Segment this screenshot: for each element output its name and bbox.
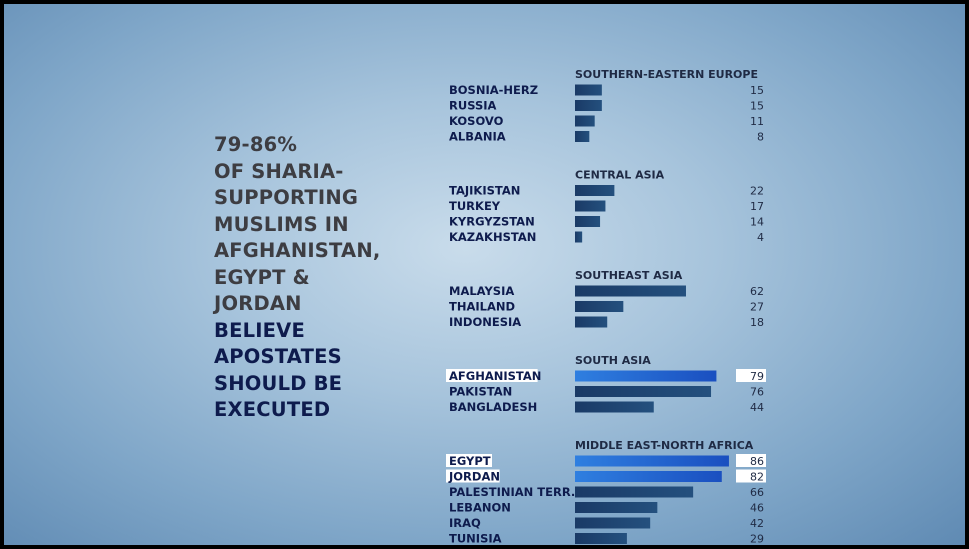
value-label: 62: [750, 285, 764, 298]
value-label: 8: [757, 131, 764, 144]
value-label: 22: [750, 185, 764, 198]
category-label: INDONESIA: [449, 315, 521, 329]
bar: [575, 185, 615, 196]
category-label: MALAYSIA: [449, 284, 514, 298]
bar: [575, 216, 601, 227]
headline-line: 79-86%: [214, 133, 298, 156]
headline-line: SUPPORTING: [214, 186, 359, 209]
value-label: 15: [750, 100, 764, 113]
bar: [575, 471, 722, 482]
region-label: CENTRAL ASIA: [575, 169, 665, 182]
bar: [575, 84, 602, 96]
value-label: 79: [750, 370, 764, 383]
region-label: SOUTHERN-EASTERN EUROPE: [575, 68, 758, 81]
bar: [575, 533, 627, 544]
category-label: EGYPT: [449, 454, 491, 468]
value-label: 27: [750, 301, 764, 314]
bar: [575, 115, 595, 127]
bar: [575, 502, 658, 513]
category-label: RUSSIA: [449, 99, 497, 113]
headline-line: OF SHARIA-: [214, 159, 344, 183]
bar: [575, 455, 729, 467]
category-label: PALESTINIAN TERR.: [449, 485, 575, 499]
headline-emphasis-line: EXECUTED: [214, 398, 331, 421]
headline-emphasis-line: BELIEVE: [214, 318, 305, 342]
value-label: 76: [750, 386, 764, 399]
headline-line: AFGHANISTAN,: [214, 239, 381, 262]
bar: [575, 517, 651, 529]
bar: [575, 285, 686, 297]
value-label: 44: [750, 401, 764, 414]
category-label: THAILAND: [449, 300, 515, 314]
category-label: TUNISIA: [449, 532, 502, 546]
headline: 79-86% OF SHARIA- SUPPORTING MUSLIMS IN AFGH…: [214, 132, 414, 424]
value-label: 29: [750, 533, 764, 546]
category-label: KOSOVO: [449, 114, 504, 128]
bar: [575, 100, 602, 111]
value-label: 4: [757, 231, 764, 244]
category-label: KYRGYZSTAN: [449, 215, 535, 229]
value-label: 15: [750, 84, 764, 97]
value-label: 66: [750, 486, 764, 499]
headline-line: EGYPT &: [214, 265, 310, 289]
highlight-label-box: [446, 469, 500, 483]
value-label: 86: [750, 455, 764, 468]
value-label: 17: [750, 200, 764, 213]
category-label: TURKEY: [449, 199, 501, 213]
bar: [575, 301, 624, 312]
value-label: 46: [750, 502, 764, 515]
bar: [575, 200, 606, 212]
highlight-label-box: [446, 454, 492, 467]
headline-line: MUSLIMS IN: [214, 212, 349, 236]
category-label: LEBANON: [449, 501, 511, 515]
highlight-label-box: [446, 369, 538, 382]
headline-emphasis-line: SHOULD BE: [214, 371, 343, 395]
headline-emphasis-line: APOSTATES: [214, 345, 342, 368]
value-label: 14: [750, 216, 764, 229]
category-label: BOSNIA-HERZ: [449, 83, 538, 97]
category-label: AFGHANISTAN: [449, 369, 541, 383]
highlight-value-box: [736, 454, 766, 467]
category-label: BANGLADESH: [449, 400, 537, 414]
region-label: SOUTH ASIA: [575, 354, 651, 367]
category-label: TAJIKISTAN: [449, 184, 520, 198]
region-label: MIDDLE EAST-NORTH AFRICA: [575, 439, 754, 452]
highlight-value-box: [736, 469, 766, 483]
category-label: ALBANIA: [449, 130, 506, 144]
value-label: 11: [750, 115, 764, 128]
category-label: IRAQ: [449, 516, 481, 530]
value-label: 82: [750, 471, 764, 484]
category-label: JORDAN: [448, 470, 500, 484]
value-label: 42: [750, 517, 764, 530]
value-label: 18: [750, 316, 764, 329]
category-label: KAZAKHSTAN: [449, 230, 536, 244]
category-label: PAKISTAN: [449, 385, 512, 399]
bar: [575, 370, 717, 382]
headline-line: JORDAN: [214, 292, 302, 315]
bar: [575, 231, 583, 243]
bar: [575, 316, 608, 328]
highlight-value-box: [736, 369, 766, 382]
bar: [575, 131, 590, 142]
region-label: SOUTHEAST ASIA: [575, 269, 683, 282]
bar: [575, 401, 654, 413]
bar: [575, 486, 694, 498]
bar: [575, 386, 712, 397]
